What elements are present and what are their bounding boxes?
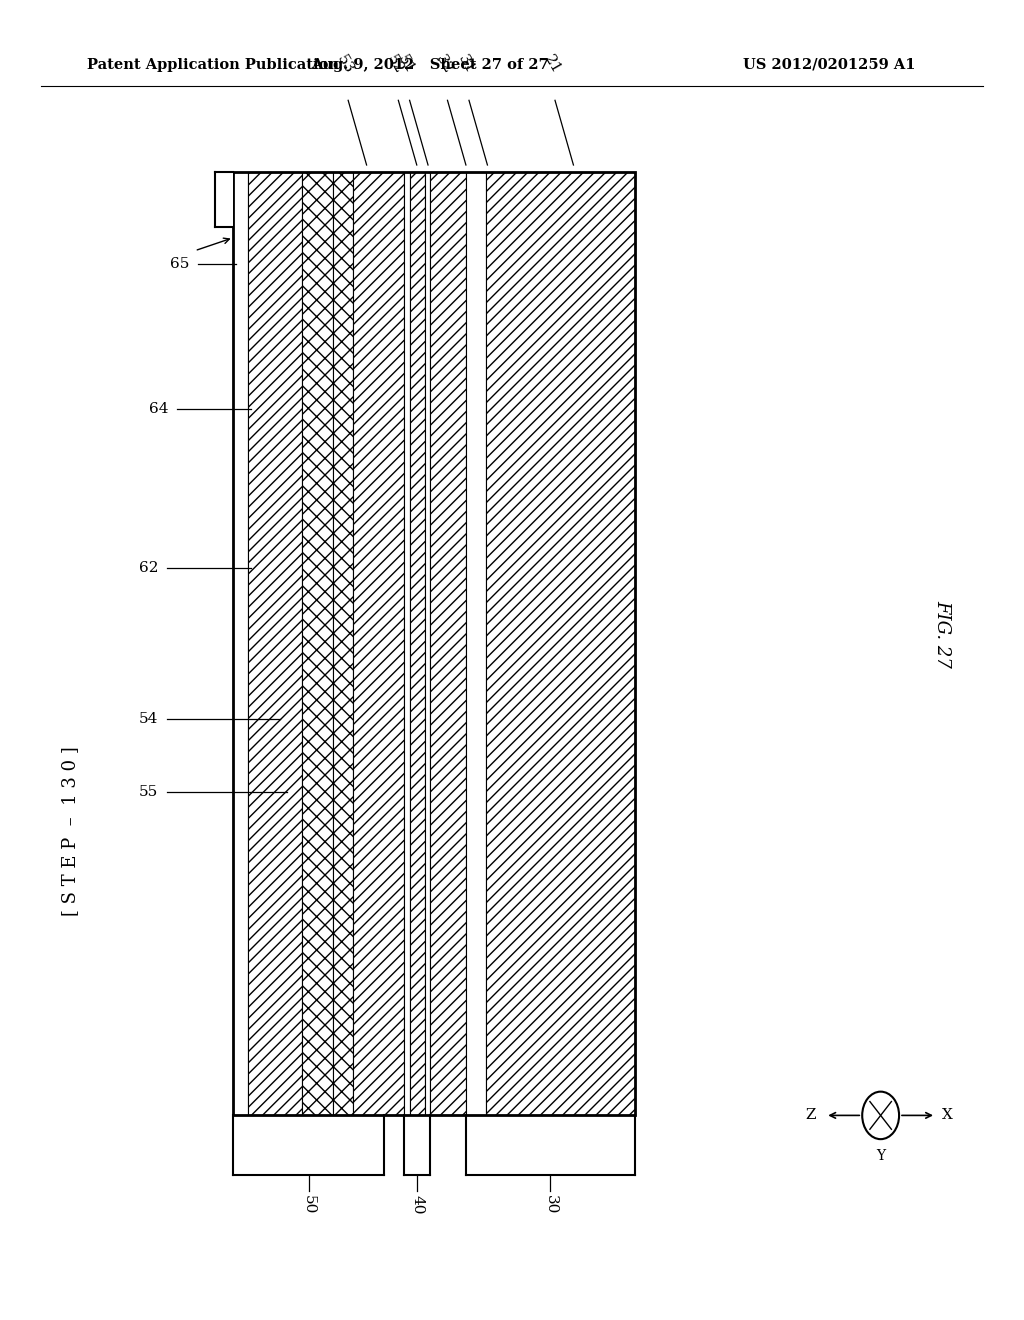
Bar <box>333 172 353 1115</box>
Bar <box>248 172 302 1115</box>
Text: Patent Application Publication: Patent Application Publication <box>87 58 339 71</box>
Text: US 2012/0201259 A1: US 2012/0201259 A1 <box>743 58 915 71</box>
Text: 32: 32 <box>433 53 456 77</box>
Bar <box>353 172 404 1115</box>
Text: 54: 54 <box>139 713 158 726</box>
Bar <box>302 172 333 1115</box>
Bar <box>410 172 425 1115</box>
Bar <box>404 172 410 1115</box>
Text: Aug. 9, 2012   Sheet 27 of 27: Aug. 9, 2012 Sheet 27 of 27 <box>311 58 549 71</box>
Text: Y: Y <box>877 1148 885 1163</box>
Text: 30: 30 <box>544 1195 557 1214</box>
Bar <box>425 172 430 1115</box>
Bar <box>233 172 635 1115</box>
Text: 31: 31 <box>455 53 477 77</box>
Text: 64: 64 <box>148 403 169 416</box>
Text: X: X <box>942 1109 953 1122</box>
Text: 21: 21 <box>541 53 563 77</box>
Bar <box>430 172 466 1115</box>
Text: [ S T E P  –  1 3 0 ]: [ S T E P – 1 3 0 ] <box>60 747 79 916</box>
Bar <box>233 172 248 1115</box>
Bar <box>466 172 486 1115</box>
Text: 62: 62 <box>138 561 159 574</box>
Text: FIG. 27: FIG. 27 <box>933 599 951 668</box>
Text: 52: 52 <box>384 53 407 77</box>
Text: 50: 50 <box>302 1195 315 1214</box>
Text: 40: 40 <box>411 1195 424 1214</box>
Text: 55: 55 <box>139 785 158 799</box>
Bar <box>486 172 635 1115</box>
Text: 53: 53 <box>334 53 356 77</box>
Text: 65: 65 <box>170 257 188 271</box>
Text: Z: Z <box>806 1109 816 1122</box>
Text: 51: 51 <box>395 53 418 77</box>
Bar <box>215 172 233 227</box>
